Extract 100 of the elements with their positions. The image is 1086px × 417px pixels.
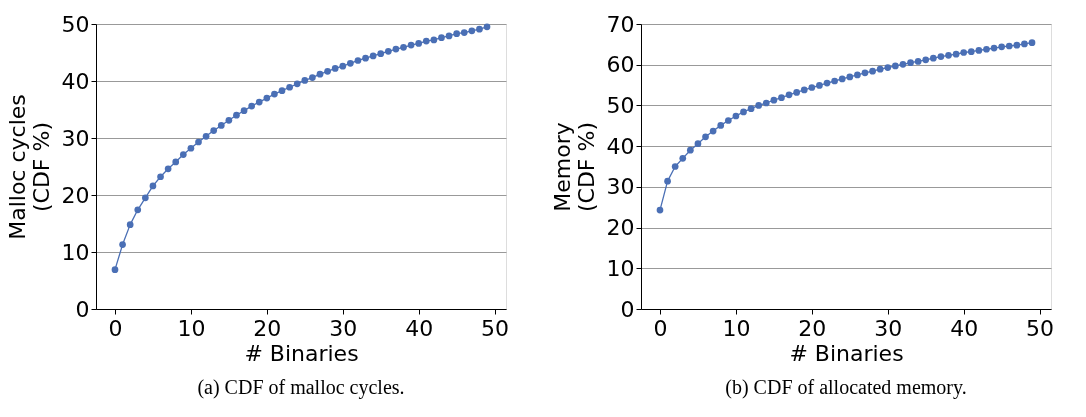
point <box>369 52 377 60</box>
point <box>172 158 180 166</box>
point <box>309 74 316 81</box>
point <box>664 177 671 185</box>
point <box>438 34 445 42</box>
point <box>884 64 892 71</box>
y-tick-label: 60 <box>606 52 635 78</box>
point <box>119 241 126 248</box>
point <box>671 163 679 170</box>
x-tick-label: 50 <box>1026 315 1055 341</box>
point <box>929 54 937 62</box>
point <box>271 90 278 98</box>
x-tick-label: 40 <box>950 315 979 341</box>
x-axis-title: # Binaries <box>789 340 904 366</box>
point <box>869 67 876 75</box>
y-tick-label: 50 <box>606 92 635 118</box>
point <box>187 144 195 152</box>
x-tick-label: 0 <box>108 315 123 341</box>
point <box>354 57 362 64</box>
point <box>793 89 800 96</box>
point <box>687 146 694 154</box>
point <box>202 132 210 140</box>
point <box>861 69 869 77</box>
point <box>945 52 952 59</box>
point <box>468 27 476 35</box>
point <box>278 87 286 95</box>
y-axis-title: Memory (CDF %) <box>549 121 599 213</box>
point <box>800 86 808 94</box>
x-tick-label: 10 <box>177 315 206 341</box>
point <box>248 102 255 110</box>
y-tick-label: 0 <box>620 296 635 322</box>
point <box>770 96 778 104</box>
point <box>1028 39 1036 47</box>
point <box>240 107 248 114</box>
point <box>960 49 968 56</box>
point <box>149 182 157 190</box>
point <box>415 40 423 47</box>
point <box>331 65 339 72</box>
point <box>483 23 491 31</box>
point <box>217 122 225 129</box>
point <box>362 54 369 62</box>
y-tick-label: 0 <box>75 296 90 322</box>
y-tick-label: 40 <box>606 133 635 159</box>
point <box>126 221 134 228</box>
point <box>195 138 202 146</box>
text: (a) CDF of malloc cycles. <box>197 376 405 399</box>
point <box>740 108 747 116</box>
point <box>990 44 998 52</box>
point <box>179 151 187 158</box>
y-tick-label: 10 <box>61 239 90 265</box>
point <box>831 77 838 85</box>
point <box>210 127 218 134</box>
y-tick-label: 30 <box>606 174 635 200</box>
point <box>914 58 922 65</box>
x-tick-label: 0 <box>653 315 668 341</box>
point <box>255 98 263 106</box>
point <box>702 133 709 141</box>
point <box>476 25 483 33</box>
point <box>445 32 453 40</box>
point <box>225 116 233 124</box>
point <box>952 50 960 58</box>
point <box>134 206 142 214</box>
x-tick-label: 20 <box>798 315 827 341</box>
point <box>876 65 884 73</box>
y-axis-title: Malloc cycles (CDF %) <box>4 94 54 240</box>
point <box>732 112 740 120</box>
point <box>823 79 831 87</box>
point <box>816 82 823 89</box>
point <box>975 47 983 54</box>
x-tick-label: 30 <box>874 315 903 341</box>
point <box>324 67 331 75</box>
point <box>233 111 240 119</box>
point <box>907 59 914 67</box>
x-tick-label: 40 <box>405 315 434 341</box>
x-tick-label: 30 <box>329 315 358 341</box>
x-tick-label: 50 <box>481 315 510 341</box>
point <box>384 48 392 55</box>
point <box>717 122 725 129</box>
point <box>301 77 309 84</box>
point <box>286 83 293 91</box>
point <box>142 194 149 202</box>
x-tick-label: 10 <box>722 315 751 341</box>
text: (b) CDF of allocated memory. <box>725 376 967 399</box>
point <box>998 43 1005 51</box>
point <box>164 165 172 173</box>
point <box>157 173 164 181</box>
y-tick-label: 40 <box>61 68 90 94</box>
point <box>854 71 861 79</box>
point <box>899 60 907 68</box>
point <box>263 94 271 102</box>
point <box>377 50 385 57</box>
point <box>762 99 770 107</box>
point <box>922 56 930 64</box>
point <box>747 105 755 113</box>
point <box>724 117 732 124</box>
y-tick-label: 20 <box>61 182 90 208</box>
point <box>347 59 354 67</box>
point <box>709 127 717 135</box>
point <box>1005 42 1013 50</box>
point <box>430 36 438 44</box>
